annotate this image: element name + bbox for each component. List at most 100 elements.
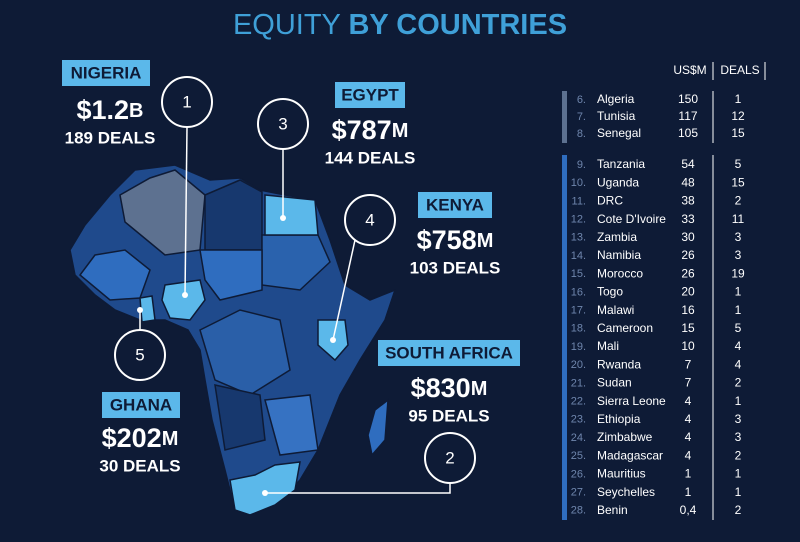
amount-value: $758 <box>417 225 477 255</box>
rank-number: 5 <box>135 345 144 364</box>
row-rank: 13. <box>571 232 586 244</box>
row-usd: 1 <box>685 485 692 499</box>
row-usd: 117 <box>678 109 697 123</box>
rank-circle <box>424 432 476 484</box>
row-rank: 7. <box>577 111 586 123</box>
ghana <box>139 295 156 323</box>
row-country: Rwanda <box>597 357 641 371</box>
label-box <box>335 82 405 108</box>
row-usd: 16 <box>681 303 695 317</box>
row-rank: 11. <box>572 195 586 207</box>
row-rank: 23. <box>571 414 586 426</box>
title-light: EQUITY <box>233 9 341 41</box>
row-deals: 1 <box>735 467 742 481</box>
row-deals: 19 <box>731 266 745 280</box>
row-deals: 5 <box>735 321 742 335</box>
row-rank: 21. <box>571 377 586 389</box>
connector-dot <box>137 307 143 313</box>
africa-map <box>69 164 397 516</box>
row-rank: 15. <box>571 268 586 280</box>
nigeria <box>161 279 206 321</box>
title: EQUITY BY COUNTRIES <box>233 9 567 41</box>
row-deals: 1 <box>735 303 742 317</box>
rank-number: 1 <box>182 92 191 111</box>
algeria <box>119 169 206 256</box>
row-deals: 1 <box>735 485 742 499</box>
row-country: Sudan <box>597 376 632 390</box>
amount-value: $1.2 <box>76 95 129 125</box>
row-usd: 33 <box>681 212 695 226</box>
label-box <box>102 392 180 418</box>
rank-number: 2 <box>445 448 454 467</box>
row-deals: 15 <box>731 175 745 189</box>
row-country: Malawi <box>597 303 634 317</box>
row-usd: 38 <box>681 194 695 208</box>
row-rank: 16. <box>571 286 586 298</box>
row-usd: 7 <box>685 357 692 371</box>
row-rank: 28. <box>571 505 586 517</box>
title-bold: BY COUNTRIES <box>348 9 567 41</box>
connector-line <box>184 126 188 296</box>
row-usd: 1 <box>685 467 692 481</box>
amount: $758M <box>417 225 494 255</box>
row-deals: 3 <box>735 248 742 262</box>
deals: 95 DEALS <box>408 406 489 425</box>
row-rank: 14. <box>571 250 586 262</box>
deals: 103 DEALS <box>410 258 501 277</box>
row-country: Namibia <box>597 248 641 262</box>
amount-unit: M <box>471 378 488 400</box>
amount-value: $787 <box>332 115 392 145</box>
row-country: Cote D'Ivoire <box>597 212 666 226</box>
row-rank: 9. <box>577 159 586 171</box>
row-usd: 20 <box>681 285 695 299</box>
row-rank: 20. <box>571 359 586 371</box>
row-country: Uganda <box>597 175 639 189</box>
row-country: Ethiopia <box>597 412 641 426</box>
row-usd: 105 <box>678 126 698 140</box>
row-usd: 15 <box>681 321 695 335</box>
row-deals: 5 <box>735 157 742 171</box>
connectors <box>137 126 451 496</box>
row-usd: 4 <box>685 430 692 444</box>
row-deals: 15 <box>731 126 745 140</box>
deals: 144 DEALS <box>325 148 416 167</box>
row-usd: 48 <box>681 175 695 189</box>
row-country: Seychelles <box>597 485 655 499</box>
amount-unit: M <box>162 428 179 450</box>
rank-circle <box>161 76 213 128</box>
table-rows: 6. Algeria 150 17. Tunisia 117 128. Senegal 105 1… <box>571 92 745 517</box>
egypt <box>264 194 319 236</box>
madagascar <box>367 398 389 457</box>
table: US$M DEALS <box>562 62 766 520</box>
row-deals: 2 <box>735 376 742 390</box>
row-country: Cameroon <box>597 321 653 335</box>
connector-dot <box>182 292 188 298</box>
country-label: SOUTH AFRICA <box>385 343 513 362</box>
row-rank: 26. <box>571 468 586 480</box>
deals: 30 DEALS <box>99 456 180 475</box>
row-deals: 1 <box>735 394 742 408</box>
rank-circle <box>114 329 166 381</box>
row-deals: 3 <box>735 430 742 444</box>
angola <box>214 384 266 451</box>
label-box <box>378 340 520 366</box>
row-rank: 22. <box>571 396 586 408</box>
chad <box>199 249 263 301</box>
row-rank: 12. <box>571 214 586 226</box>
amount: $202M <box>102 423 179 453</box>
row-usd: 30 <box>681 230 695 244</box>
row-usd: 4 <box>685 412 692 426</box>
row-deals: 4 <box>735 339 742 353</box>
row-usd: 150 <box>678 92 698 106</box>
label-box <box>418 192 492 218</box>
rank-circle <box>344 194 396 246</box>
row-country: Sierra Leone <box>597 394 666 408</box>
row-rank: 10. <box>571 177 586 189</box>
connector-line <box>332 239 356 341</box>
row-deals: 12 <box>731 109 745 123</box>
row-rank: 19. <box>571 341 586 353</box>
row-deals: 1 <box>735 285 742 299</box>
country-label: NIGERIA <box>71 63 142 82</box>
